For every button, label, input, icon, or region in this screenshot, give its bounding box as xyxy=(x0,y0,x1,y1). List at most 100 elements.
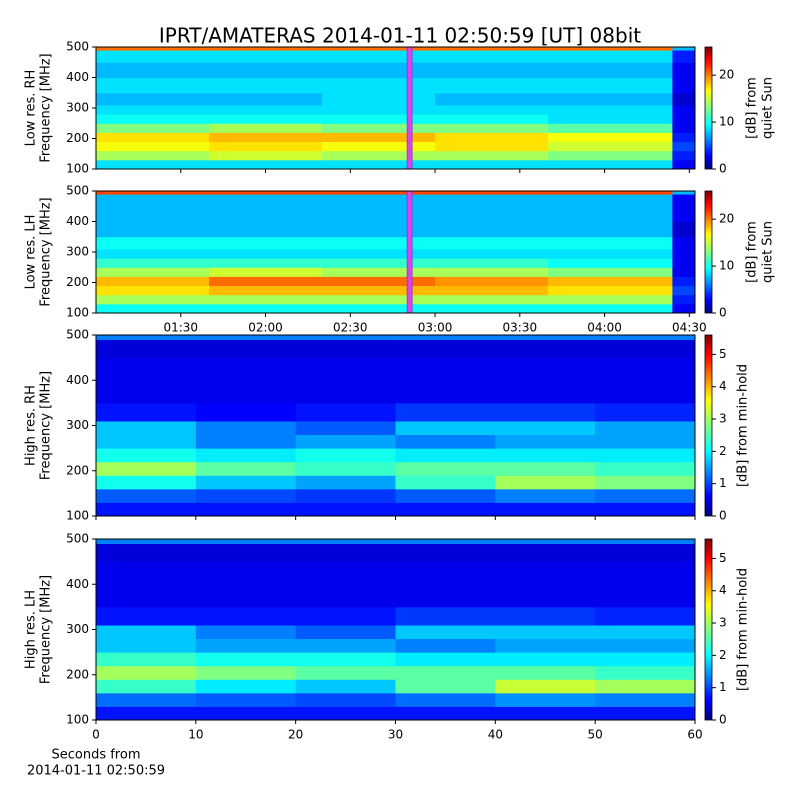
heatmap-cell xyxy=(96,339,197,359)
y-axis-label: Frequency [MHz] xyxy=(39,575,54,684)
x-tick-label: 10 xyxy=(188,728,203,742)
heatmap-cell xyxy=(295,339,396,359)
heatmap-cell xyxy=(322,248,436,259)
y-tick-label: 500 xyxy=(66,328,89,342)
heatmap-cell xyxy=(96,461,197,476)
colorbar-tick-label: 10 xyxy=(719,259,734,273)
heatmap-cell xyxy=(96,606,197,626)
heatmap-cell xyxy=(96,706,197,721)
heatmap-cell xyxy=(672,150,696,161)
heatmap-cell xyxy=(96,380,197,404)
heatmap-cell xyxy=(435,92,549,106)
heatmap-cell xyxy=(295,584,396,608)
heatmap-cell xyxy=(195,402,297,422)
colorbar-tick-label: 2 xyxy=(719,444,727,458)
heatmap-cell xyxy=(495,488,596,503)
heatmap-cell xyxy=(495,402,596,422)
heatmap-cell xyxy=(495,706,596,721)
heatmap-cell xyxy=(595,543,696,563)
colorbar xyxy=(704,46,713,170)
heatmap-cell xyxy=(495,502,596,517)
heatmap-cell xyxy=(595,488,696,503)
heatmap-cell xyxy=(96,679,197,694)
heatmap-cell xyxy=(96,123,210,133)
colorbar-tick-label: 0 xyxy=(719,509,727,523)
heatmap-cell xyxy=(96,206,210,222)
colorbar-label: [dB] from xyxy=(745,77,760,139)
heatmap-cell xyxy=(395,665,496,680)
heatmap-cell xyxy=(435,236,549,250)
heatmap-cell xyxy=(395,539,496,545)
heatmap-cell xyxy=(672,236,696,250)
heatmap-cell xyxy=(435,47,549,51)
heatmap-cell xyxy=(295,448,396,463)
heatmap-cell xyxy=(495,380,596,404)
heatmap-cell xyxy=(96,114,210,124)
x-tick-label: 40 xyxy=(488,728,503,742)
heatmap-cell xyxy=(395,402,496,422)
heatmap-cell xyxy=(96,475,197,490)
heatmap-cell xyxy=(195,335,297,341)
x-tick-label: 03:30 xyxy=(503,321,538,335)
heatmap-cell xyxy=(548,267,673,277)
heatmap-cell xyxy=(195,357,297,381)
heatmap-cell xyxy=(435,123,549,133)
x-tick-label: 03:00 xyxy=(418,321,453,335)
heatmap-cell xyxy=(595,539,696,545)
heatmap-cell xyxy=(209,248,323,259)
heatmap-cell xyxy=(195,488,297,503)
colorbar-tick-label: 5 xyxy=(719,347,727,361)
heatmap-cell xyxy=(96,638,197,653)
colorbar xyxy=(704,334,713,517)
heatmap-cell xyxy=(435,104,549,115)
heatmap-cell xyxy=(322,303,436,314)
heatmap-cell xyxy=(96,236,210,250)
heatmap-cell xyxy=(595,380,696,404)
heatmap-cell xyxy=(195,638,297,653)
x-axis-label: 2014-01-11 02:50:59 xyxy=(27,764,165,779)
heatmap-cell xyxy=(595,402,696,422)
heatmap-cell xyxy=(295,461,396,476)
y-tick-label: 200 xyxy=(66,275,89,289)
heatmap-cell xyxy=(672,267,696,277)
heatmap-cell xyxy=(322,77,436,94)
heatmap-cell xyxy=(548,236,673,250)
heatmap-cell xyxy=(395,448,496,463)
heatmap-cell xyxy=(295,357,396,381)
y-tick-label: 100 xyxy=(66,162,89,176)
y-tick-label: 200 xyxy=(66,131,89,145)
heatmap-cell xyxy=(96,104,210,115)
colorbar-tick-label: 5 xyxy=(719,551,727,565)
heatmap-cell xyxy=(96,47,210,51)
heatmap-cell xyxy=(672,285,696,296)
heatmap-cell xyxy=(96,294,210,305)
heatmap-cell xyxy=(295,606,396,626)
heatmap-cell xyxy=(395,606,496,626)
heatmap-cell xyxy=(672,294,696,305)
heatmap-cell xyxy=(395,638,496,653)
y-axis-label: Low res. LH xyxy=(24,215,39,290)
colorbar xyxy=(704,538,713,721)
colorbar-tick-label: 4 xyxy=(719,379,727,393)
heatmap-cell xyxy=(672,303,696,314)
heatmap-cell xyxy=(209,77,323,94)
colorbar-tick-label: 0 xyxy=(719,713,727,727)
heatmap-cell xyxy=(495,420,596,436)
heatmap-cell xyxy=(495,475,596,490)
heatmap-cell xyxy=(96,584,197,608)
x-tick-label: 20 xyxy=(288,728,303,742)
heatmap-cell xyxy=(96,248,210,259)
heatmap-cell xyxy=(435,221,549,238)
y-tick-label: 300 xyxy=(66,101,89,115)
heatmap-cell xyxy=(322,132,436,143)
heatmap-cell xyxy=(209,123,323,133)
colorbar-tick-label: 1 xyxy=(719,476,727,490)
heatmap-cell xyxy=(495,665,596,680)
heatmap-cell xyxy=(209,114,323,124)
heatmap-cell xyxy=(548,276,673,287)
heatmap-cell xyxy=(195,475,297,490)
heatmap-cell xyxy=(672,159,696,170)
heatmap-cell xyxy=(209,104,323,115)
y-tick-label: 100 xyxy=(66,306,89,320)
